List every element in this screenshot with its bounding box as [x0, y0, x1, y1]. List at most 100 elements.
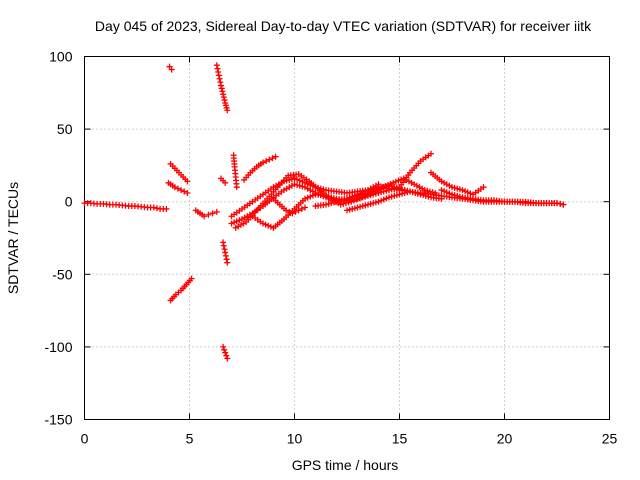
data-point — [266, 156, 273, 163]
data-point — [217, 79, 224, 86]
data-point — [224, 107, 231, 114]
data-point — [184, 178, 191, 185]
data-point — [153, 205, 160, 212]
data-point — [554, 200, 560, 207]
data-point — [302, 204, 308, 211]
data-point — [286, 208, 293, 215]
series-arc-8-up — [241, 153, 279, 183]
series-band-e — [270, 195, 308, 217]
data-point — [283, 207, 290, 214]
data-point — [209, 210, 216, 217]
series-early-flat — [81, 200, 170, 212]
y-tick-labels: 100 50 0 -50 -100 -150 — [44, 49, 72, 428]
data-point — [375, 181, 382, 188]
data-point — [178, 187, 185, 194]
series-steep-top — [213, 62, 231, 114]
x-tick-label: 0 — [81, 431, 89, 447]
data-point — [220, 239, 227, 246]
data-point — [260, 159, 266, 166]
x-tick-labels: 0 5 10 15 20 25 — [81, 431, 618, 447]
series-late-low — [438, 187, 567, 208]
data-point — [218, 85, 225, 92]
series-arc-6-mid — [218, 175, 229, 186]
chart-title: Day 045 of 2023, Sidereal Day-to-day VTE… — [95, 18, 592, 34]
series-arc-93 — [166, 63, 175, 73]
x-tick-label: 5 — [186, 431, 194, 447]
data-point — [557, 200, 564, 207]
series-arc-upper-left — [167, 160, 191, 185]
data-point — [222, 349, 229, 356]
data-point — [295, 207, 302, 214]
x-tick-label: 20 — [497, 431, 513, 447]
data-point — [205, 211, 212, 218]
data-point — [218, 82, 224, 89]
x-tick-label: 25 — [602, 431, 618, 447]
data-point — [222, 249, 229, 256]
series-late-arcs — [428, 169, 487, 198]
data-point — [171, 184, 178, 191]
y-tick-label: 50 — [57, 121, 73, 137]
data-point — [438, 195, 445, 202]
data-point — [163, 205, 170, 212]
data-point — [223, 352, 230, 359]
data-point — [219, 88, 226, 95]
data-point — [213, 62, 220, 69]
data-point — [292, 208, 299, 215]
series-arc-6-low — [220, 239, 231, 266]
data-point — [150, 204, 157, 211]
data-point — [222, 252, 229, 259]
data-point — [220, 343, 227, 350]
data-point — [221, 97, 228, 104]
grid-lines — [84, 56, 610, 420]
axis-ticks — [84, 56, 610, 420]
data-point — [188, 275, 195, 282]
data-point — [181, 188, 188, 195]
y-tick-label: 100 — [49, 49, 73, 65]
y-tick-label: 0 — [65, 194, 73, 210]
data-point — [222, 179, 229, 186]
series-band-f — [312, 181, 382, 210]
data-point — [184, 189, 191, 196]
data-point — [480, 184, 487, 191]
x-tick-label: 10 — [287, 431, 303, 447]
data-point — [174, 185, 181, 192]
data-point — [223, 256, 230, 263]
data-point — [168, 66, 175, 73]
x-axis-label: GPS time / hours — [292, 457, 399, 473]
plot-frame — [84, 56, 610, 420]
data-point — [560, 201, 567, 208]
data-point — [220, 91, 227, 98]
data-point — [224, 355, 231, 362]
data-point — [216, 75, 223, 82]
y-axis-label: SDTVAR / TECUs — [5, 182, 21, 294]
data-point — [272, 153, 279, 160]
series-arc-mid-left — [165, 179, 191, 196]
data-point — [224, 259, 231, 266]
data-point — [289, 210, 296, 217]
series-arc-lower-left — [167, 275, 195, 304]
data-point — [221, 246, 228, 253]
series-arc-7-up — [230, 152, 240, 191]
data-point — [263, 158, 270, 165]
y-tick-label: -100 — [44, 339, 72, 355]
data-point — [220, 242, 227, 249]
series-arc-6-bottom — [220, 343, 231, 362]
x-tick-label: 15 — [392, 431, 408, 447]
data-points — [81, 62, 567, 362]
series-band-g — [344, 188, 413, 214]
data-point — [215, 68, 222, 75]
data-point — [269, 155, 276, 162]
data-point — [298, 205, 305, 212]
data-point — [215, 72, 222, 79]
data-point — [221, 346, 228, 353]
data-point — [407, 188, 413, 195]
data-point — [201, 213, 208, 220]
series-dip-5 — [192, 207, 220, 220]
data-point — [220, 94, 227, 101]
y-tick-label: -50 — [52, 266, 72, 282]
data-point — [428, 150, 434, 157]
y-tick-label: -150 — [44, 412, 72, 428]
data-point — [233, 184, 240, 191]
data-point — [213, 208, 220, 215]
